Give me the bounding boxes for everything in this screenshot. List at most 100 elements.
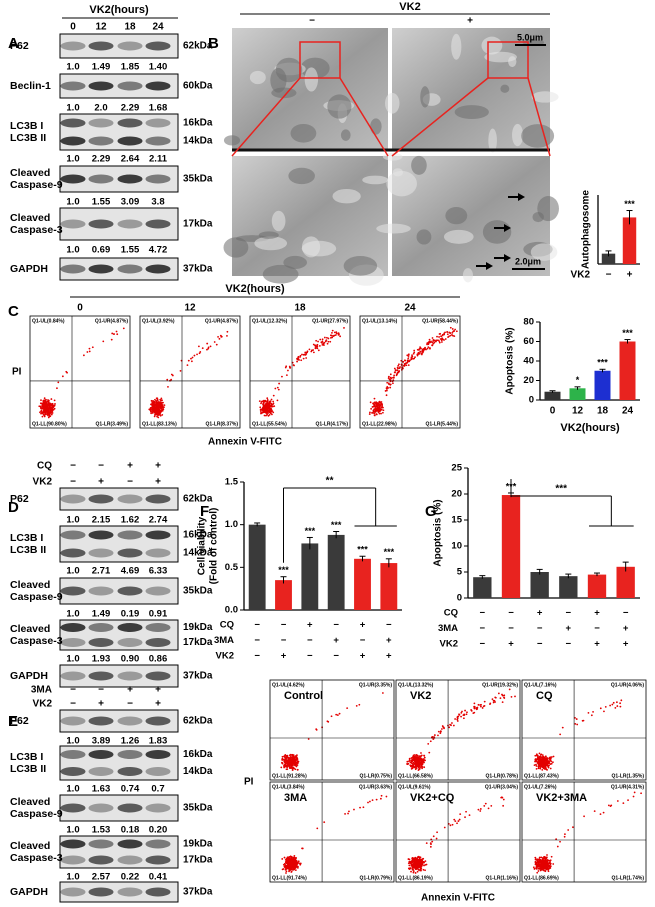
event-dot [156, 402, 159, 404]
event-dot [315, 728, 318, 731]
quadrant-label: Q1-LR(3.49%) [95, 421, 128, 427]
event-dot [42, 400, 45, 402]
em-texture [301, 236, 321, 258]
header: VK2 [399, 1, 420, 13]
significance: *** [278, 565, 289, 575]
event-dot [281, 755, 284, 758]
event-dot [306, 350, 309, 353]
event-dot [48, 411, 51, 414]
treatment: CQ [37, 461, 52, 472]
quadrant-label: Q1-LR(1.74%) [611, 875, 644, 881]
event-dot [542, 764, 545, 767]
event-dot [407, 762, 410, 765]
event-dot [413, 759, 416, 762]
bar [530, 572, 549, 598]
blot-label: Caspase-3 [10, 852, 63, 864]
event-dot [380, 794, 383, 797]
event-dot [270, 405, 273, 408]
em-texture [223, 135, 241, 146]
event-dot [157, 416, 160, 419]
event-dot [451, 331, 454, 334]
event-dot [370, 407, 373, 410]
event-dot [428, 338, 431, 341]
band [60, 530, 86, 540]
quadrant-label: Q1-LL(83.13%) [142, 421, 177, 427]
event-dot [441, 337, 444, 340]
event-dot [56, 387, 58, 390]
event-dot [456, 822, 458, 825]
event-dot [411, 863, 413, 866]
event-dot [548, 865, 551, 868]
sign: − [537, 623, 543, 634]
y-tick-label: 80 [523, 317, 534, 328]
event-dot [559, 733, 562, 736]
event-dot [312, 351, 315, 354]
event-dot [287, 864, 289, 866]
event-dot [314, 344, 316, 347]
event-dot [429, 740, 432, 743]
event-dot [304, 351, 307, 354]
event-dot [413, 349, 416, 352]
event-dot [163, 404, 166, 406]
event-dot [412, 766, 415, 768]
event-dot [546, 854, 548, 856]
event-dot [537, 765, 540, 768]
header: VK2(hours) [225, 283, 285, 295]
event-dot [403, 362, 406, 365]
event-dot [549, 865, 552, 868]
panel-letter: F [200, 503, 209, 520]
event-dot [285, 764, 288, 767]
event-dot [460, 715, 462, 718]
event-dot [284, 864, 287, 866]
em-texture [332, 188, 361, 204]
event-dot [167, 385, 169, 388]
event-dot [376, 407, 379, 410]
lane-label: 12 [184, 303, 196, 314]
event-dot [159, 401, 162, 403]
event-dot [410, 757, 413, 759]
event-dot [464, 816, 466, 819]
event-dot [295, 865, 298, 867]
band [88, 623, 114, 632]
sign: + [127, 685, 133, 696]
event-dot [293, 757, 296, 760]
event-dot [379, 404, 382, 407]
event-dot [407, 357, 410, 360]
event-dot [166, 378, 169, 381]
event-dot [322, 342, 325, 345]
event-dot [39, 411, 41, 414]
axis-label: Annexin V-FITC [208, 437, 282, 448]
event-dot [331, 334, 333, 337]
event-dot [407, 353, 410, 356]
event-dot [583, 815, 585, 818]
event-dot [541, 868, 544, 871]
quant: 1.83 [149, 736, 168, 747]
event-dot [419, 346, 421, 349]
event-dot [262, 400, 265, 403]
blot-label: Caspase-3 [10, 635, 63, 647]
event-dot [159, 414, 162, 417]
event-dot [50, 411, 53, 414]
significance: *** [597, 358, 608, 368]
y-axis-label: (Fold of control) [209, 508, 220, 585]
event-dot [369, 411, 371, 414]
event-dot [499, 697, 502, 700]
quant: 1.0 [66, 654, 79, 665]
size-label: 14kDa [183, 136, 213, 147]
event-dot [375, 404, 378, 406]
event-dot [452, 724, 455, 727]
event-dot [403, 365, 406, 367]
event-dot [207, 346, 210, 349]
event-dot [373, 414, 376, 417]
event-dot [428, 751, 431, 754]
event-dot [603, 710, 605, 713]
event-dot [284, 754, 286, 757]
quant: 3.8 [151, 197, 164, 208]
event-dot [543, 865, 546, 868]
event-dot [226, 334, 228, 337]
event-dot [479, 808, 482, 810]
event-dot [449, 334, 452, 337]
lane-label: 18 [294, 303, 306, 314]
y-tick-label: 0 [529, 395, 534, 406]
sign: + [127, 461, 133, 472]
